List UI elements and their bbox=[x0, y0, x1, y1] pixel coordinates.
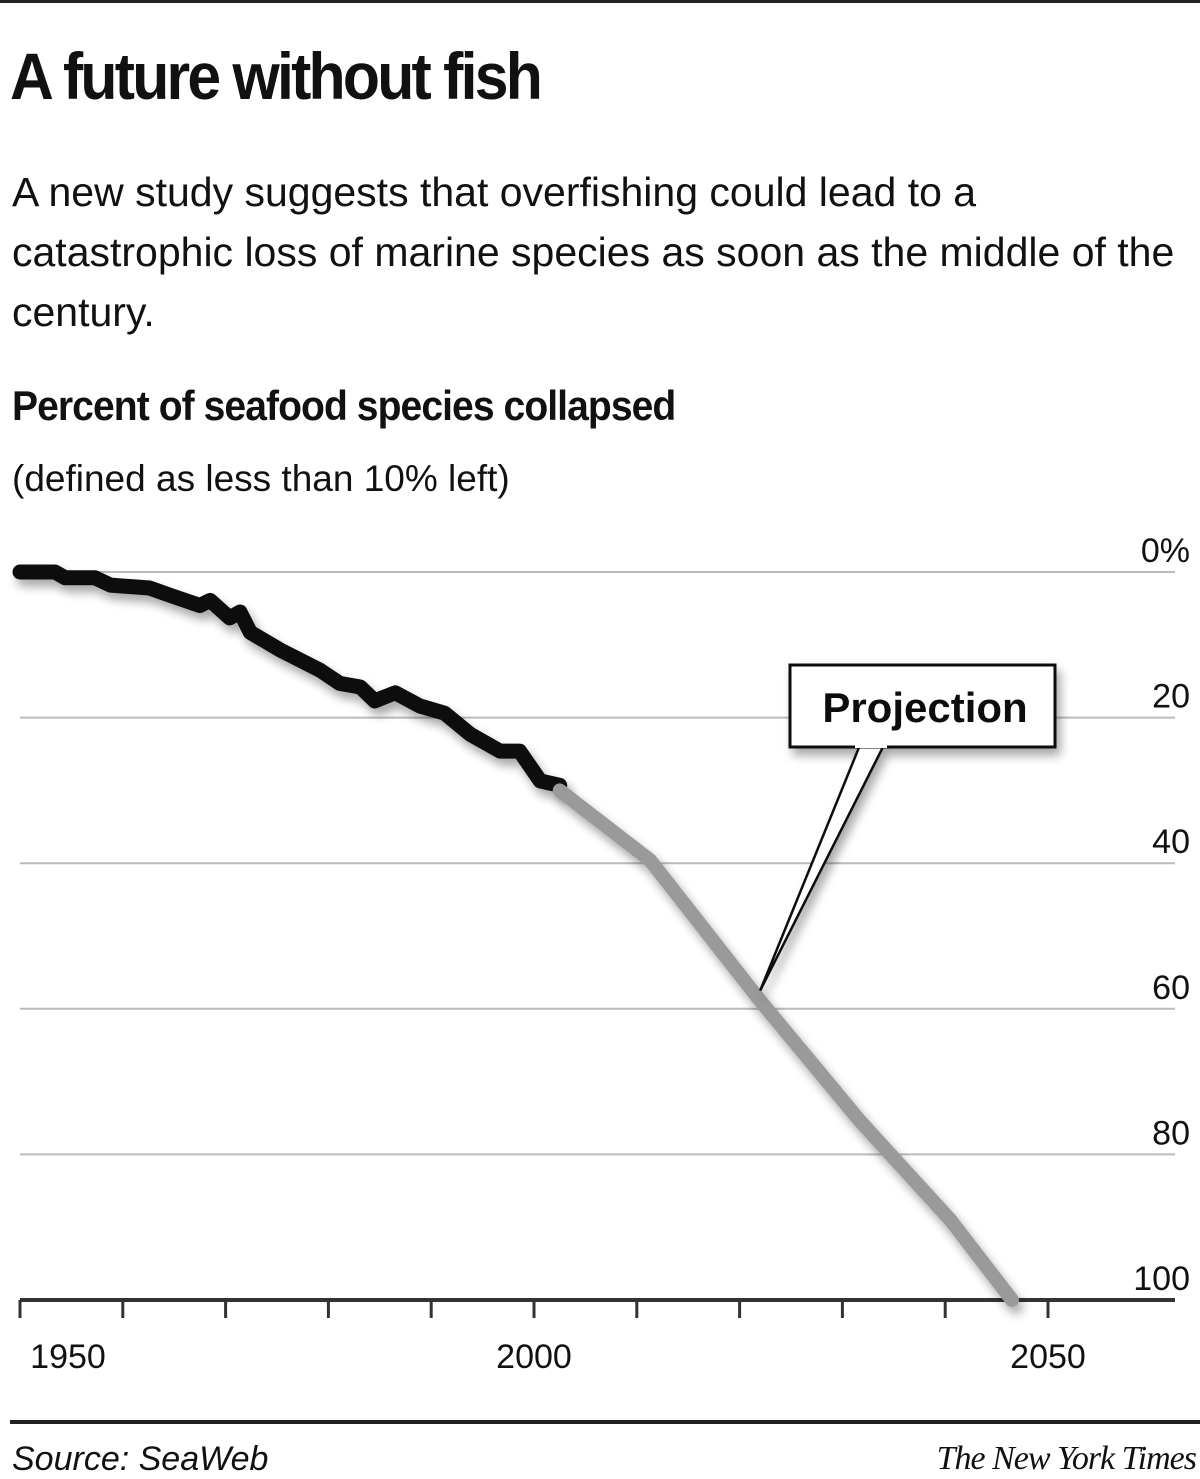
credit-line: The New York Times bbox=[936, 1440, 1197, 1477]
y-tick-label: 100 bbox=[1133, 1260, 1190, 1298]
x-tick-label: 2050 bbox=[1010, 1338, 1086, 1376]
source-note: Source: SeaWeb bbox=[12, 1440, 269, 1478]
chart-subtitle: (defined as less than 10% left) bbox=[12, 458, 510, 499]
bottom-rule bbox=[10, 1420, 1200, 1424]
y-tick-label: 60 bbox=[1152, 969, 1190, 1007]
y-tick-label: 20 bbox=[1152, 678, 1190, 716]
callout-label: Projection bbox=[822, 684, 1027, 731]
y-tick-label: 80 bbox=[1152, 1114, 1190, 1152]
page-title: A future without fish bbox=[10, 39, 543, 113]
x-tick-label: 1950 bbox=[30, 1338, 106, 1376]
top-rule bbox=[0, 0, 1200, 3]
callout-box bbox=[788, 663, 1057, 749]
projection-callout: Projection bbox=[759, 663, 1057, 992]
projection-series-line bbox=[552, 783, 1019, 1307]
callout-gap bbox=[855, 740, 887, 748]
observed-series-line bbox=[12, 564, 568, 793]
y-tick-label: 40 bbox=[1152, 823, 1190, 861]
page-subtitle: A new study suggests that overfishing co… bbox=[12, 169, 1175, 335]
y-tick-label: 0% bbox=[1141, 532, 1190, 570]
x-tick-label: 2000 bbox=[496, 1338, 572, 1376]
chart-title: Percent of seafood species collapsed bbox=[12, 382, 676, 429]
callout-pointer bbox=[759, 743, 887, 992]
